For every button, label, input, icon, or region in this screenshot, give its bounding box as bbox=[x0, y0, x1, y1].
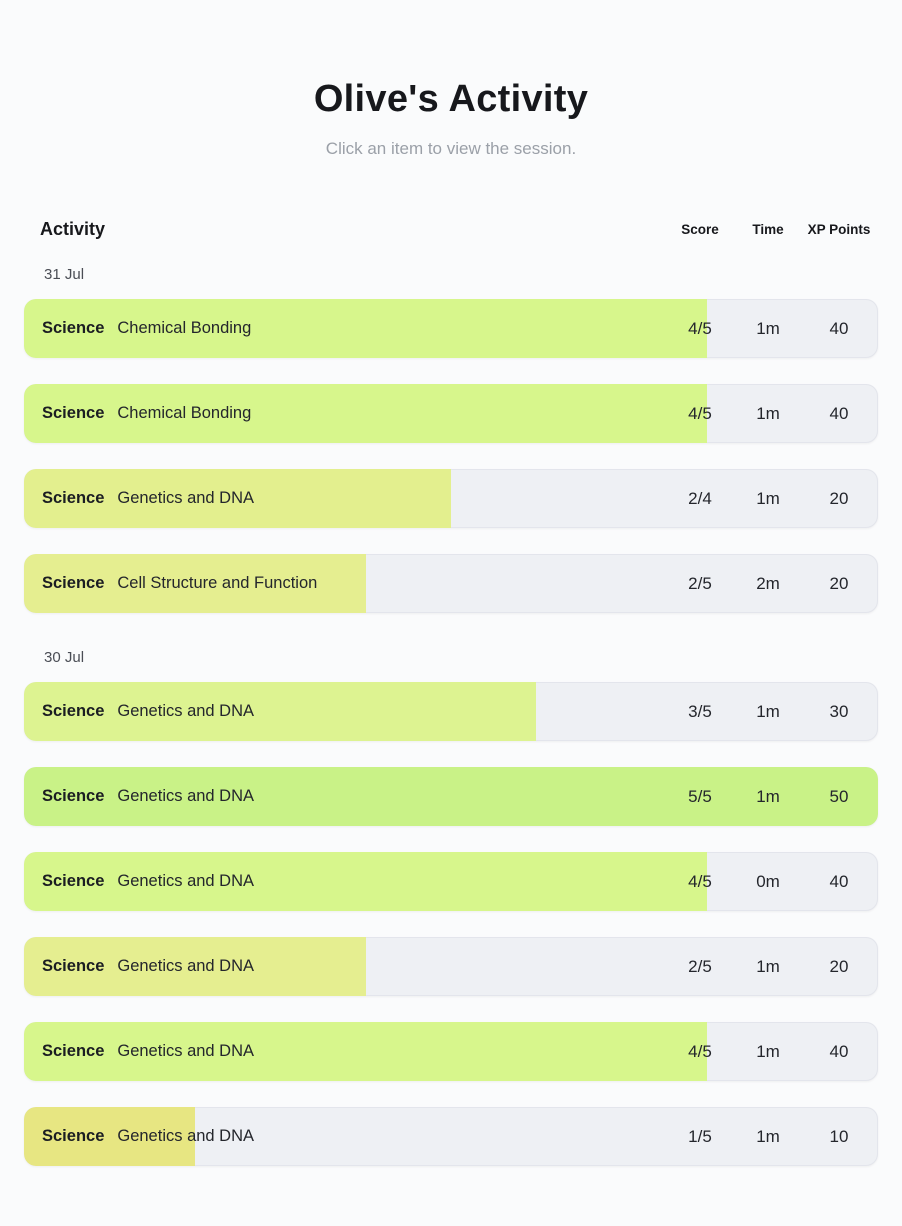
xp-value: 10 bbox=[829, 1126, 849, 1146]
session-row-content: Science Genetics and DNA 4/5 0m 40 bbox=[24, 852, 878, 911]
session-row[interactable]: Science Genetics and DNA 5/5 1m 50 bbox=[24, 767, 878, 826]
session-row-content: Science Genetics and DNA 2/5 1m 20 bbox=[24, 937, 878, 996]
score-value: 3/5 bbox=[688, 701, 712, 721]
activity-name: Genetics and DNA bbox=[117, 1042, 255, 1060]
score-value: 4/5 bbox=[688, 318, 712, 338]
session-row-content: Science Genetics and DNA 5/5 1m 50 bbox=[24, 767, 878, 826]
score-progress-fill bbox=[24, 469, 451, 528]
session-row[interactable]: Science Chemical Bonding 4/5 1m 40 bbox=[24, 299, 878, 358]
time-value: 1m bbox=[756, 701, 780, 721]
subject-label: Science bbox=[42, 1127, 105, 1145]
score-progress-fill bbox=[24, 1022, 708, 1081]
score-progress-fill bbox=[24, 682, 537, 741]
session-row[interactable]: Science Chemical Bonding 4/5 1m 40 bbox=[24, 384, 878, 443]
subject-label: Science bbox=[42, 872, 105, 890]
session-row[interactable]: Science Genetics and DNA 4/5 1m 40 bbox=[24, 1022, 878, 1081]
session-row-content: Science Genetics and DNA 4/5 1m 40 bbox=[24, 1022, 878, 1081]
column-header-activity: Activity bbox=[40, 219, 106, 239]
activity-list: 31 Jul Science Chemical Bonding 4/5 1m 4… bbox=[24, 266, 878, 1166]
column-header-time: Time bbox=[752, 222, 784, 237]
date-group-rows: Science Genetics and DNA 3/5 1m 30 Scien… bbox=[24, 682, 878, 1166]
session-row-content: Science Genetics and DNA 3/5 1m 30 bbox=[24, 682, 878, 741]
date-label: 31 Jul bbox=[44, 266, 85, 283]
score-value: 2/4 bbox=[688, 488, 712, 508]
score-progress-fill bbox=[24, 767, 878, 826]
xp-value: 40 bbox=[829, 318, 849, 338]
time-value: 1m bbox=[756, 786, 780, 806]
xp-value: 40 bbox=[829, 1041, 849, 1061]
subject-label: Science bbox=[42, 702, 105, 720]
score-progress-fill bbox=[24, 852, 708, 911]
table-header: Activity Score Time XP Points bbox=[24, 219, 878, 240]
session-row-content: Science Genetics and DNA 2/4 1m 20 bbox=[24, 469, 878, 528]
session-row[interactable]: Science Genetics and DNA 1/5 1m 10 bbox=[24, 1107, 878, 1166]
session-row[interactable]: Science Genetics and DNA 2/4 1m 20 bbox=[24, 469, 878, 528]
score-value: 1/5 bbox=[688, 1126, 712, 1146]
date-group: 31 Jul Science Chemical Bonding 4/5 1m 4… bbox=[24, 266, 878, 613]
score-progress-fill bbox=[24, 1107, 195, 1166]
xp-value: 40 bbox=[829, 403, 849, 423]
subject-label: Science bbox=[42, 787, 105, 805]
session-row-content: Science Chemical Bonding 4/5 1m 40 bbox=[24, 384, 878, 443]
xp-value: 20 bbox=[829, 956, 849, 976]
activity-name: Chemical Bonding bbox=[117, 319, 252, 337]
activity-name: Cell Structure and Function bbox=[117, 574, 318, 592]
score-value: 4/5 bbox=[688, 871, 712, 891]
column-header-score: Score bbox=[681, 222, 719, 237]
date-label: 30 Jul bbox=[44, 649, 85, 666]
time-value: 0m bbox=[756, 871, 780, 891]
xp-value: 20 bbox=[829, 488, 849, 508]
activity-name: Genetics and DNA bbox=[117, 702, 255, 720]
score-value: 5/5 bbox=[688, 786, 712, 806]
session-row[interactable]: Science Genetics and DNA 4/5 0m 40 bbox=[24, 852, 878, 911]
score-value: 4/5 bbox=[688, 1041, 712, 1061]
activity-name: Genetics and DNA bbox=[117, 1127, 255, 1145]
time-value: 1m bbox=[756, 403, 780, 423]
table-header-metrics: Score Time XP Points bbox=[664, 222, 878, 237]
subject-label: Science bbox=[42, 404, 105, 422]
session-row[interactable]: Science Cell Structure and Function 2/5 … bbox=[24, 554, 878, 613]
time-value: 1m bbox=[756, 1041, 780, 1061]
score-progress-fill bbox=[24, 384, 708, 443]
score-value: 2/5 bbox=[688, 573, 712, 593]
activity-name: Genetics and DNA bbox=[117, 957, 255, 975]
session-row[interactable]: Science Genetics and DNA 2/5 1m 20 bbox=[24, 937, 878, 996]
score-value: 4/5 bbox=[688, 403, 712, 423]
session-row-content: Science Genetics and DNA 1/5 1m 10 bbox=[24, 1107, 878, 1166]
session-row-content: Science Chemical Bonding 4/5 1m 40 bbox=[24, 299, 878, 358]
time-value: 1m bbox=[756, 318, 780, 338]
subject-label: Science bbox=[42, 957, 105, 975]
activity-name: Chemical Bonding bbox=[117, 404, 252, 422]
page-subtitle: Click an item to view the session. bbox=[325, 139, 577, 158]
subject-label: Science bbox=[42, 1042, 105, 1060]
time-value: 1m bbox=[756, 956, 780, 976]
xp-value: 20 bbox=[829, 573, 849, 593]
subject-label: Science bbox=[42, 319, 105, 337]
date-group-rows: Science Chemical Bonding 4/5 1m 40 Scien… bbox=[24, 299, 878, 613]
xp-value: 50 bbox=[829, 786, 849, 806]
activity-name: Genetics and DNA bbox=[117, 872, 255, 890]
score-progress-fill bbox=[24, 937, 366, 996]
xp-value: 30 bbox=[829, 701, 849, 721]
subject-label: Science bbox=[42, 489, 105, 507]
time-value: 1m bbox=[756, 488, 780, 508]
session-row[interactable]: Science Genetics and DNA 3/5 1m 30 bbox=[24, 682, 878, 741]
score-progress-fill bbox=[24, 554, 366, 613]
date-group: 30 Jul Science Genetics and DNA 3/5 1m 3… bbox=[24, 649, 878, 1166]
score-progress-fill bbox=[24, 299, 708, 358]
score-value: 2/5 bbox=[688, 956, 712, 976]
column-header-xp: XP Points bbox=[807, 222, 871, 237]
xp-value: 40 bbox=[829, 871, 849, 891]
time-value: 1m bbox=[756, 1126, 780, 1146]
page-title: Olive's Activity bbox=[313, 78, 589, 120]
subject-label: Science bbox=[42, 574, 105, 592]
time-value: 2m bbox=[756, 573, 780, 593]
activity-name: Genetics and DNA bbox=[117, 489, 255, 507]
activity-name: Genetics and DNA bbox=[117, 787, 255, 805]
session-row-content: Science Cell Structure and Function 2/5 … bbox=[24, 554, 878, 613]
